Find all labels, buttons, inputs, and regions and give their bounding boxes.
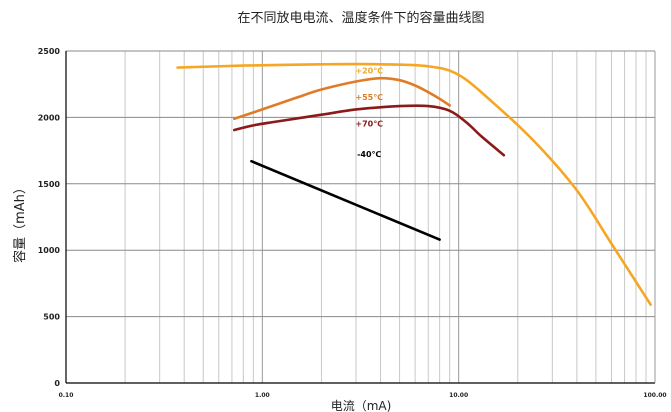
series-line	[233, 104, 506, 157]
series-label: +55℃	[355, 93, 383, 102]
x-tick-label: 0.10	[59, 392, 74, 399]
x-tick-label: 1.00	[255, 392, 270, 399]
y-axis-label: 容量（mAh）	[12, 181, 28, 263]
y-tick-label: 500	[43, 313, 60, 322]
axes: 0 500 1000 1500 2000 2500 0.10 1.00 10.00 100.00	[38, 47, 667, 399]
series-line	[250, 159, 441, 241]
series-line	[176, 62, 652, 306]
y-tick-label: 1000	[38, 246, 61, 255]
x-tick-label: 10.00	[449, 392, 468, 399]
series-label: -40℃	[357, 150, 381, 159]
series-line	[233, 76, 451, 120]
chart-title: 在不同放电电流、温度条件下的容量曲线图	[237, 10, 484, 26]
series-lines	[176, 62, 652, 306]
y-tick-label: 0	[54, 379, 60, 388]
y-tick-label: 2500	[38, 47, 61, 56]
y-tick-label: 1500	[38, 180, 61, 189]
series-label: +70℃	[355, 120, 383, 129]
y-tick-label: 2000	[38, 113, 61, 122]
x-axis-label: 电流（mA)	[331, 399, 392, 412]
x-tick-label: 100.00	[643, 392, 666, 399]
series-labels: +20℃ +55℃ +70℃ -40℃	[355, 67, 383, 160]
series-label: +20℃	[355, 67, 383, 76]
